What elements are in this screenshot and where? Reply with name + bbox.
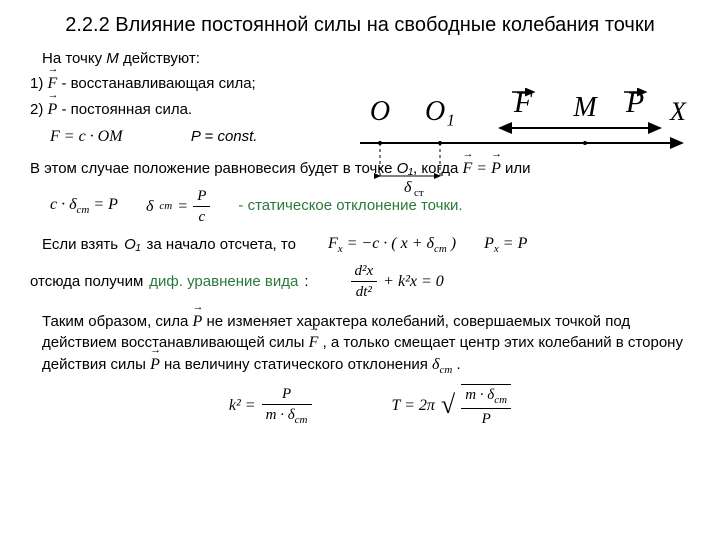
den: P (461, 408, 511, 429)
num: d²x (351, 261, 378, 281)
diag-delta-sub: ст (414, 187, 424, 198)
num: P (193, 186, 210, 206)
rhs: = −c · ( x + δ (343, 235, 434, 252)
diag-delta: δ (404, 179, 412, 196)
diffeq-label: диф. уравнение вида (149, 272, 298, 292)
vec-F: F (463, 158, 473, 180)
den: m · δ (266, 407, 295, 423)
vec-P: P (491, 158, 501, 180)
O1: O₁ (124, 235, 140, 255)
section-title: 2.2.2 Влияние постоянной силы на свободн… (30, 12, 690, 39)
num: 1) (30, 75, 43, 92)
rhs2: ) (447, 235, 456, 252)
diffeq-line: отсюда получим диф. уравнение вида: d²xd… (30, 261, 690, 303)
vec-F: F (309, 332, 319, 354)
text: Если взять (42, 235, 118, 255)
vec-P: P (48, 99, 58, 121)
text: действуют: (119, 50, 200, 67)
den: dt² (351, 281, 378, 302)
eq-Px: Px = P (484, 233, 527, 257)
text: - постоянная сила. (61, 101, 192, 118)
intro-line: На точку М действуют: (30, 49, 690, 69)
text: Таким образом, сила (42, 313, 193, 330)
eq-k2: k² = P m · δст (229, 384, 312, 428)
sym: F (328, 235, 338, 252)
diag-O1: O₁ (425, 96, 455, 127)
diag-M: M (572, 92, 598, 123)
vec-P: P (150, 354, 160, 376)
eq-FcOM: F = c · OM (50, 128, 123, 145)
P-const: P = const. (191, 128, 258, 145)
lhs: k² = (229, 395, 256, 417)
origin-line: Если взять O₁ за начало отсчета, то Fx =… (30, 233, 690, 257)
sub: ст (295, 414, 308, 426)
static-deviation-label: - статическое отклонение точки. (238, 196, 462, 216)
diagram: O O₁ F M P X δ ст (360, 88, 690, 198)
num: P (262, 384, 312, 404)
lhs: c · δ (50, 196, 77, 213)
text: отсюда получим (30, 272, 143, 292)
sub: ст (494, 394, 507, 406)
rhs: = P (499, 235, 528, 252)
eq-Fx: Fx = −c · ( x + δст ) (328, 233, 456, 257)
lhs: δ (146, 196, 153, 218)
text: В этом случае положение равновесия будет… (30, 160, 397, 177)
eq-delta-frac: δст = Pc (146, 186, 210, 228)
eq-diffeq: d²xdt² + k²x = 0 (351, 261, 444, 303)
colon: : (304, 272, 308, 292)
sym: P (484, 235, 494, 252)
text: на величину статического отклонения (160, 356, 432, 373)
sub: ст (434, 243, 447, 255)
den: c (193, 206, 210, 227)
conclusion: Таким образом, сила P не изменяет характ… (30, 311, 690, 378)
point-M: М (106, 50, 119, 67)
num: 2) (30, 101, 43, 118)
delta-sub: ст (439, 364, 452, 376)
diag-O: O (370, 96, 390, 127)
eq-cdelta: c · δст = P (50, 194, 118, 218)
lhs: T = 2π (392, 395, 435, 417)
sub: ст (159, 199, 172, 214)
num: m · δ (465, 387, 494, 403)
diag-X: X (669, 97, 687, 126)
text: за начало отсчета, то (147, 235, 296, 255)
rest: + k²x = 0 (383, 271, 444, 293)
dot: . (452, 356, 460, 373)
vec-P: P (193, 311, 203, 333)
final-eqs: k² = P m · δст T = 2π √ m · δст P (50, 384, 690, 429)
text: - восстанавливающая сила; (61, 75, 255, 92)
rhs: = P (89, 196, 118, 213)
eq-T: T = 2π √ m · δст P (392, 384, 512, 429)
sub: ст (77, 205, 90, 217)
